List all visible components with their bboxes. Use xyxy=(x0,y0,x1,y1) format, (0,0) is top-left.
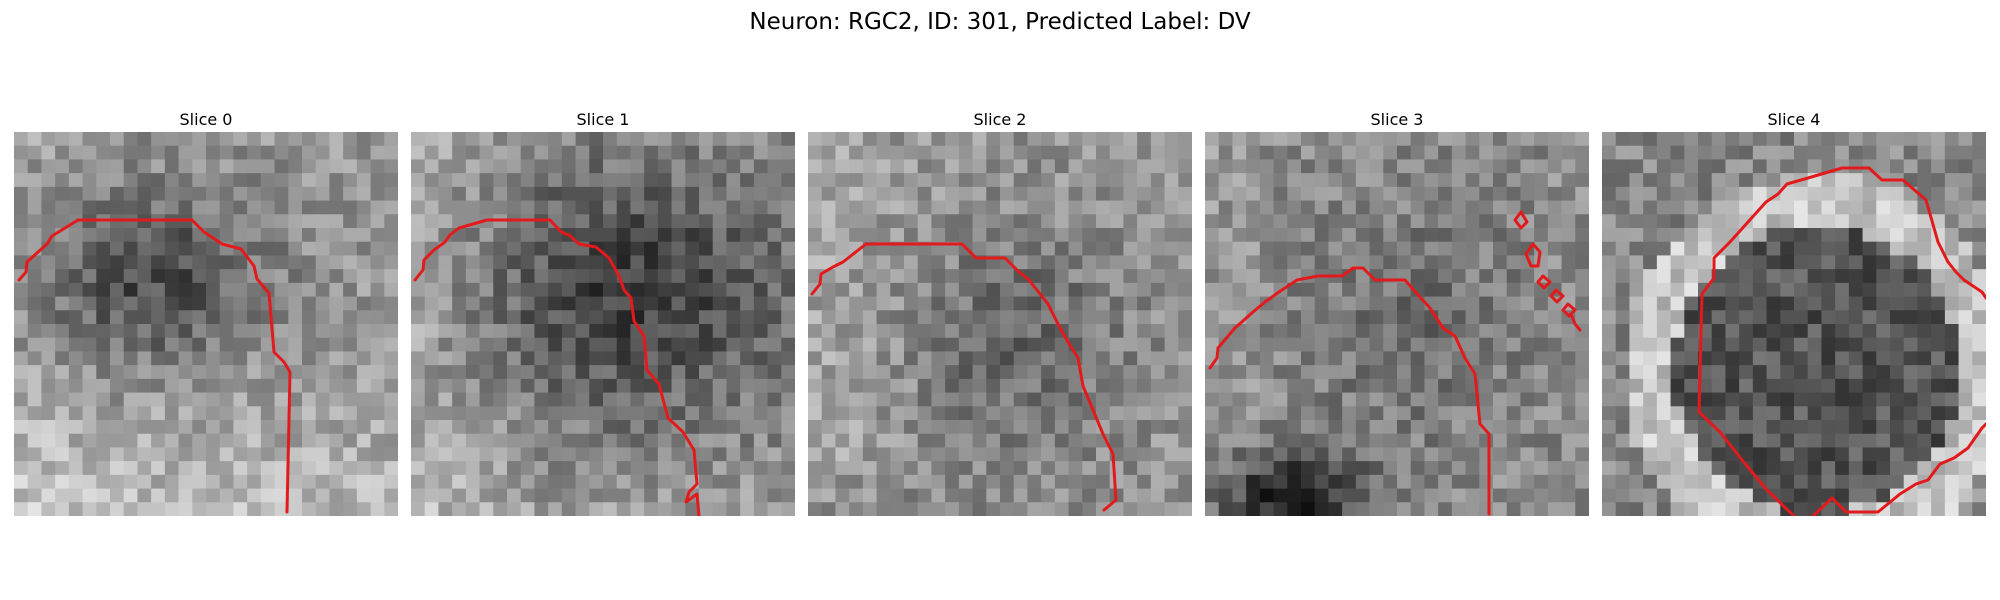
slice-panel-4: Slice 4 xyxy=(1602,108,1986,516)
slice-panel-0: Slice 0 xyxy=(14,108,398,516)
slice-image-2 xyxy=(808,132,1192,516)
segmentation-contour-0 xyxy=(17,218,292,514)
slice-image-3 xyxy=(1205,132,1589,516)
microscopy-image-4 xyxy=(1602,132,1986,516)
slice-panel-3: Slice 3 xyxy=(1205,108,1589,516)
microscopy-image-2 xyxy=(808,132,1192,516)
slice-panel-1: Slice 1 xyxy=(411,108,795,516)
microscopy-image-1 xyxy=(411,132,795,516)
slice-panel-2: Slice 2 xyxy=(808,108,1192,516)
figure-title: Neuron: RGC2, ID: 301, Predicted Label: … xyxy=(749,9,1251,35)
segmentation-contour-4 xyxy=(1697,166,1986,516)
segmentation-contour-3 xyxy=(1208,210,1582,516)
slice-title-0: Slice 0 xyxy=(179,110,233,129)
slice-title-1: Slice 1 xyxy=(576,110,630,129)
microscopy-image-3 xyxy=(1205,132,1589,516)
slice-title-3: Slice 3 xyxy=(1370,110,1424,129)
slice-title-2: Slice 2 xyxy=(973,110,1027,129)
slice-image-1 xyxy=(411,132,795,516)
segmentation-contour-2 xyxy=(810,242,1118,512)
slice-title-4: Slice 4 xyxy=(1767,110,1821,129)
segmentation-contour-1 xyxy=(413,218,701,516)
slice-image-4 xyxy=(1602,132,1986,516)
microscopy-image-0 xyxy=(14,132,398,516)
slice-image-0 xyxy=(14,132,398,516)
